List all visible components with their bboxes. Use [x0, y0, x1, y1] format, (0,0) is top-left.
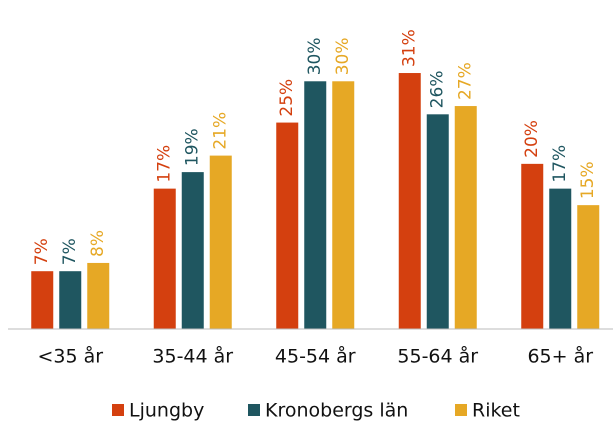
x-tick-label: 35-44 år: [152, 345, 233, 368]
data-label: 21%: [211, 112, 231, 150]
legend-label: Kronobergs län: [265, 400, 408, 422]
bar: [454, 106, 477, 329]
bar: [153, 188, 176, 329]
legend-swatch: [112, 404, 124, 416]
x-tick-label: 55-64 år: [397, 345, 478, 368]
bar: [31, 271, 54, 329]
bar: [181, 172, 204, 329]
bar: [87, 262, 110, 329]
data-label: 20%: [522, 120, 542, 158]
data-label: 15%: [578, 161, 598, 199]
bar: [332, 81, 355, 330]
legend-label: Ljungby: [129, 400, 204, 422]
x-tick-label: <35 år: [37, 345, 103, 368]
legend-swatch: [248, 404, 260, 416]
bar: [59, 271, 82, 329]
legend-label: Riket: [472, 400, 520, 422]
data-label: 17%: [550, 145, 570, 183]
bar: [304, 81, 327, 330]
bar: [426, 114, 449, 329]
bar: [549, 188, 572, 329]
bar: [209, 155, 232, 329]
bar: [398, 73, 421, 330]
data-label: 27%: [456, 62, 476, 100]
x-tick-label: 65+ år: [527, 345, 593, 368]
bar: [577, 205, 600, 329]
data-label: 30%: [305, 37, 325, 75]
data-label: 25%: [277, 79, 297, 117]
data-label: 7%: [60, 238, 80, 265]
legend-swatch: [455, 404, 467, 416]
x-tick-label: 45-54 år: [275, 345, 356, 368]
bar: [276, 122, 299, 329]
data-label: 19%: [183, 128, 203, 166]
data-label: 8%: [88, 230, 108, 257]
bar: [521, 163, 544, 329]
data-label: 17%: [155, 145, 175, 183]
data-label: 26%: [428, 71, 448, 109]
data-label: 30%: [333, 37, 353, 75]
data-label: 31%: [400, 29, 420, 67]
data-label: 7%: [32, 238, 52, 265]
